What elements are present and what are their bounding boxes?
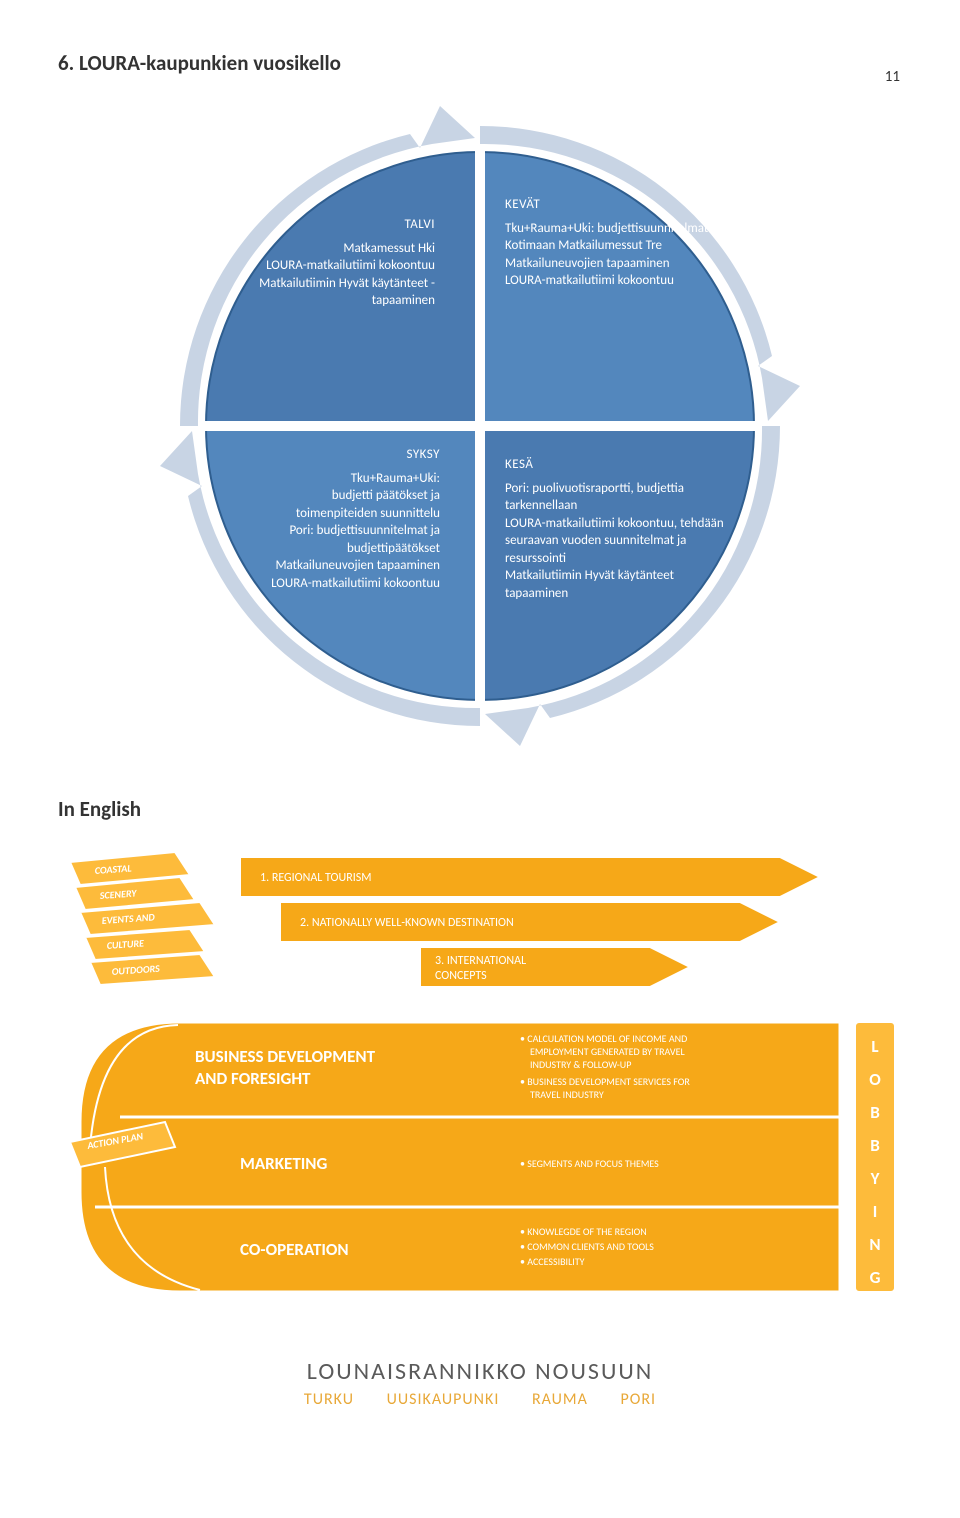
page-number: 11 bbox=[885, 68, 900, 86]
lobbying-letter: I bbox=[873, 1201, 878, 1222]
arrow-3-label: 3. INTERNATIONAL bbox=[435, 954, 526, 968]
sub-heading-english: In English bbox=[58, 796, 960, 822]
talvi-line: Matkailutiimin Hyvät käytänteet - tapaam… bbox=[215, 275, 435, 310]
kevat-line: Matkailuneuvojien tapaaminen bbox=[505, 255, 735, 273]
wheel-quadrant-talvi: TALVI Matkamessut Hki LOURA-matkailutiim… bbox=[215, 216, 435, 310]
row-1-bullet: TRAVEL INDUSTRY bbox=[530, 1088, 604, 1101]
row-1-bullet: • BUSINESS DEVELOPMENT SERVICES FOR bbox=[520, 1075, 690, 1088]
wheel-quadrant-syksy: SYKSY Tku+Rauma+Uki: budjetti päätökset … bbox=[210, 446, 440, 592]
syksy-line: budjetti päätökset ja bbox=[210, 487, 440, 505]
syksy-line: budjettipäätökset bbox=[210, 540, 440, 558]
logo-cities: TURKU UUSIKAUPUNKI RAUMA PORI bbox=[0, 1390, 960, 1409]
kevat-title: KEVÄT bbox=[505, 196, 735, 214]
logo-city: PORI bbox=[621, 1390, 657, 1409]
kevat-line: Tku+Rauma+Uki: budjettisuunnitelmat bbox=[505, 220, 735, 238]
row-3-bullet: • COMMON CLIENTS AND TOOLS bbox=[520, 1240, 654, 1253]
row-3-bullet: • KNOWLEGDE OF THE REGION bbox=[520, 1225, 647, 1238]
syksy-line: Matkailuneuvojien tapaaminen bbox=[210, 557, 440, 575]
syksy-line: LOURA-matkailutiimi kokoontuu bbox=[210, 575, 440, 593]
kevat-line: LOURA-matkailutiimi kokoontuu bbox=[505, 272, 735, 290]
logo-city: RAUMA bbox=[532, 1390, 588, 1409]
action-plan-infographic: COASTAL SCENERY EVENTS AND CULTURE OUTDO… bbox=[60, 847, 900, 1317]
wheel-quadrant-kevat: KEVÄT Tku+Rauma+Uki: budjettisuunnitelma… bbox=[505, 196, 735, 290]
logo-city: UUSIKAUPUNKI bbox=[387, 1390, 500, 1409]
infographic-svg: COASTAL SCENERY EVENTS AND CULTURE OUTDO… bbox=[60, 847, 900, 1317]
kesa-title: KESÄ bbox=[505, 456, 740, 474]
lobbying-letter: N bbox=[869, 1234, 880, 1255]
syksy-line: Tku+Rauma+Uki: bbox=[210, 470, 440, 488]
kesa-line: LOURA-matkailutiimi kokoontuu, tehdään s… bbox=[505, 515, 740, 568]
kevat-line: Kotimaan Matkailumessut Tre bbox=[505, 237, 735, 255]
lobbying-letter: Y bbox=[870, 1168, 880, 1189]
lobbying-letter: B bbox=[870, 1102, 880, 1123]
row-3-bullet: • ACCESSIBILITY bbox=[520, 1255, 585, 1268]
row-1-title: BUSINESS DEVELOPMENT bbox=[195, 1046, 376, 1067]
lobbying-letter: G bbox=[870, 1267, 881, 1288]
syksy-title: SYKSY bbox=[210, 446, 440, 464]
logo-title: LOUNAISRANNIKKO NOUSUUN bbox=[0, 1357, 960, 1386]
arrow-3-label-b: CONCEPTS bbox=[435, 969, 487, 983]
lobbying-letter: L bbox=[871, 1036, 878, 1057]
talvi-title: TALVI bbox=[215, 216, 435, 234]
row-2-bullet: • SEGMENTS AND FOCUS THEMES bbox=[520, 1157, 659, 1170]
row-1-title-b: AND FORESIGHT bbox=[195, 1068, 311, 1089]
row-1-bullet: INDUSTRY & FOLLOW-UP bbox=[530, 1058, 631, 1071]
row-1-bullet: EMPLOYMENT GENERATED BY TRAVEL bbox=[530, 1045, 685, 1058]
syksy-line: Pori: budjettisuunnitelmat ja bbox=[210, 522, 440, 540]
annual-wheel-diagram: TALVI Matkamessut Hki LOURA-matkailutiim… bbox=[160, 106, 800, 746]
logo-city: TURKU bbox=[304, 1390, 354, 1409]
arrow-1-label: 1. REGIONAL TOURISM bbox=[260, 871, 372, 885]
talvi-line: LOURA-matkailutiimi kokoontuu bbox=[215, 257, 435, 275]
tag-coastal: COASTAL bbox=[94, 861, 132, 877]
syksy-line: toimenpiteiden suunnittelu bbox=[210, 505, 440, 523]
tag-scenery: SCENERY bbox=[98, 886, 137, 902]
talvi-line: Matkamessut Hki bbox=[215, 240, 435, 258]
lobbying-letter: O bbox=[869, 1069, 881, 1090]
row-1-bullet: • CALCULATION MODEL OF INCOME AND bbox=[520, 1032, 687, 1045]
logo-block: LOUNAISRANNIKKO NOUSUUN TURKU UUSIKAUPUN… bbox=[0, 1357, 960, 1409]
page-title: 6. LOURA-kaupunkien vuosikello bbox=[58, 50, 960, 76]
kesa-line: Matkailutiimin Hyvät käytänteet tapaamin… bbox=[505, 567, 740, 602]
arrow-2-label: 2. NATIONALLY WELL-KNOWN DESTINATION bbox=[300, 916, 514, 930]
wheel-quadrant-kesa: KESÄ Pori: puolivuotisraportti, budjetti… bbox=[505, 456, 740, 602]
kesa-line: Pori: puolivuotisraportti, budjettia tar… bbox=[505, 480, 740, 515]
lobbying-letter: B bbox=[870, 1135, 880, 1156]
row-3-title: CO-OPERATION bbox=[240, 1239, 349, 1260]
tag-culture: CULTURE bbox=[106, 936, 145, 952]
row-2-title: MARKETING bbox=[240, 1153, 327, 1174]
